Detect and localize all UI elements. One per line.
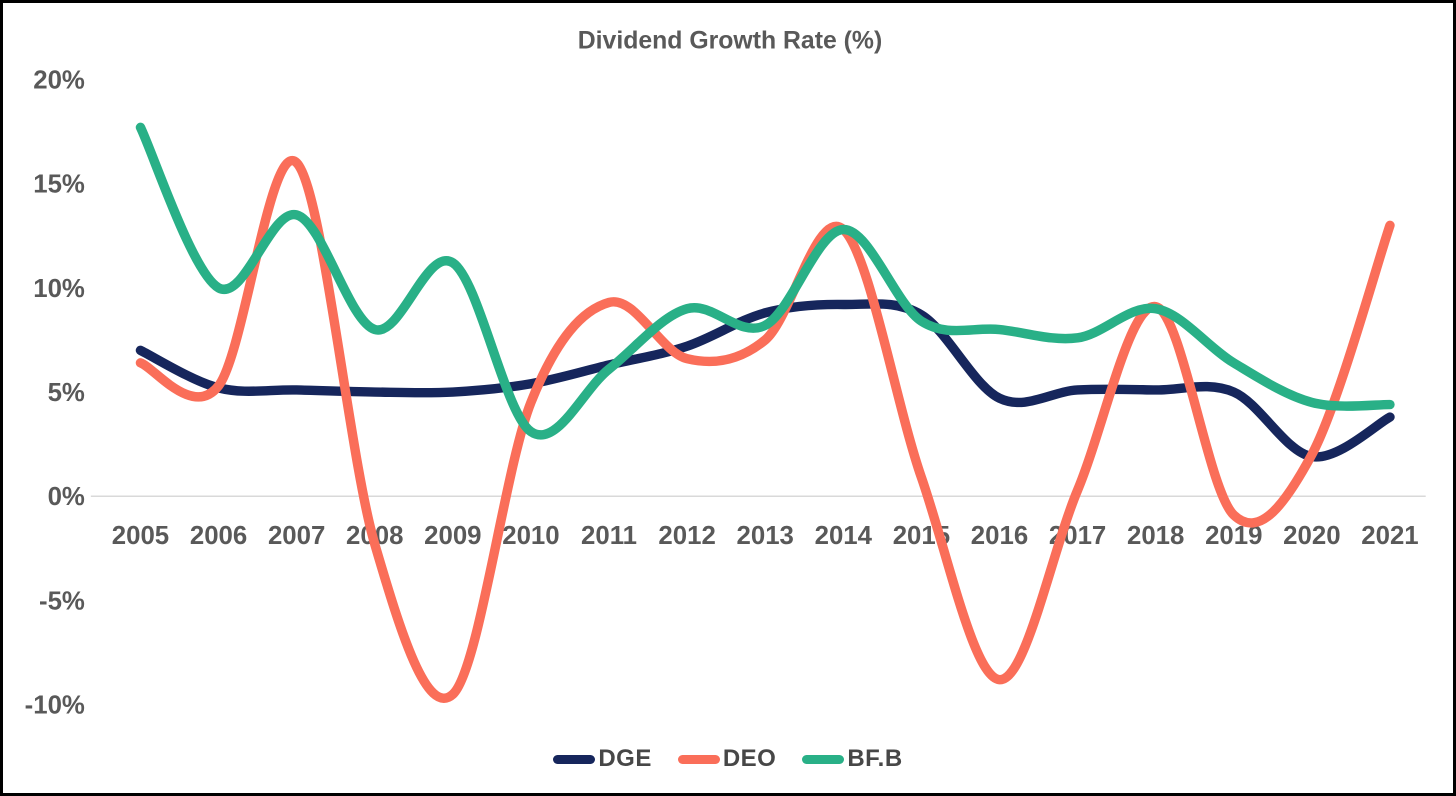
x-axis-tick-label: 2020 [1283,522,1340,550]
y-axis-tick-label: -10% [25,692,85,720]
x-axis-tick-label: 2009 [424,522,481,550]
x-axis-tick-label: 2018 [1127,522,1184,550]
x-axis-tick-label: 2012 [658,522,715,550]
x-axis-tick-label: 2006 [190,522,247,550]
x-axis-tick-label: 2016 [971,522,1028,550]
x-axis-tick-label: 2014 [815,522,873,550]
legend-swatch-DGE [553,754,596,764]
y-axis-tick-label: 0% [48,483,85,511]
y-axis-tick-label: 10% [33,275,85,303]
series-line-DEO [135,155,1395,703]
y-axis-tick-label: 15% [33,171,85,199]
series-line-BF.B [135,122,1395,440]
legend-label-DEO: DEO [722,745,777,772]
line-chart: Dividend Growth Rate (%) 20% 15% 10% 5% 0% -5… [25,28,1426,720]
y-axis-tick-label: 5% [48,379,85,407]
x-axis-tick-label: 2007 [268,522,325,550]
legend-item-DEO: DEO [677,745,777,773]
legend-swatch-DEO [677,754,720,764]
x-axis-tick-label: 2013 [737,522,794,550]
legend-item-DGE: DGE [553,745,652,773]
x-axis-tick-label: 2021 [1361,522,1418,550]
y-axis-tick-label: -5% [39,587,85,615]
x-axis-tick-label: 2011 [581,522,637,550]
series-lines [135,122,1395,703]
y-axis-tick-label: 20% [33,66,85,94]
x-axis-tick-labels: 2005 2006 2007 2008 2009 2010 2011 2012 2013 2014… [112,522,1419,550]
y-axis-tick-labels: 20% 15% 10% 5% 0% -5% -10% [25,66,85,719]
legend-label-BF.B: BF.B [847,745,903,772]
chart-title: Dividend Growth Rate (%) [578,28,882,55]
legend-label-DGE: DGE [598,745,652,772]
chart-legend: DGE DEO BF.B [3,745,1453,773]
x-axis-tick-label: 2010 [502,522,559,550]
x-axis-tick-label: 2005 [112,522,169,550]
legend-swatch-BF.B [802,754,845,764]
legend-item-BF.B: BF.B [802,745,902,773]
